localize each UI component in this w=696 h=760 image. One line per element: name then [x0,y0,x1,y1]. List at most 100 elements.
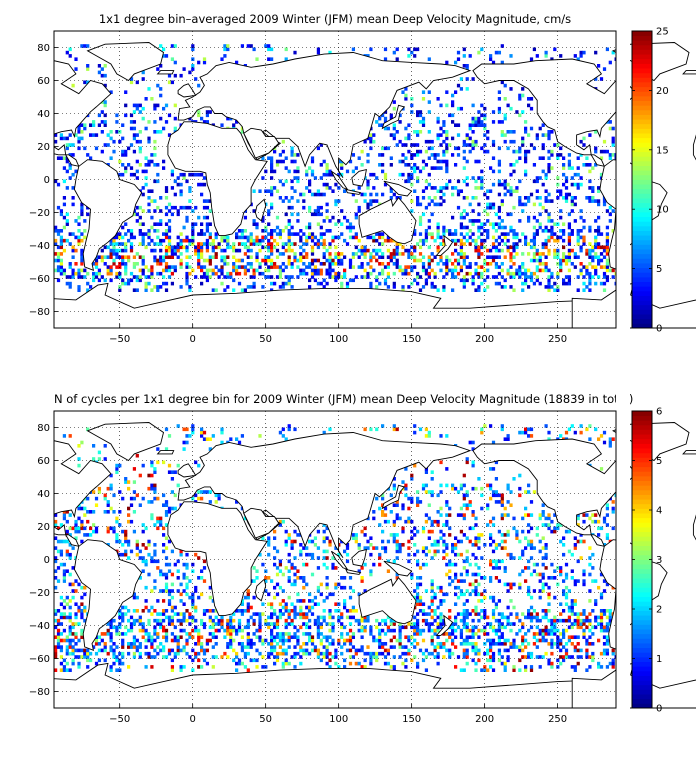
data-cell [483,238,487,243]
data-cell [252,47,256,52]
data-cell [497,110,502,114]
data-cell [538,281,542,286]
data-cell [127,519,131,524]
data-cell [305,252,309,256]
data-cell [483,576,487,580]
data-cell [456,133,461,137]
data-cell [138,232,142,236]
data-cell [459,232,464,236]
data-cell [360,248,364,253]
data-cell [404,179,408,184]
data-cell [284,529,288,534]
data-cell [305,642,309,646]
data-cell [381,192,385,197]
data-cell [465,133,469,137]
data-cell [240,599,245,603]
data-cell [416,599,420,603]
data-cell [369,47,373,52]
data-cell [465,159,469,164]
data-cell [135,262,139,266]
data-cell [97,450,102,455]
data-cell [421,212,426,217]
data-cell [489,576,493,580]
data-cell [54,133,58,137]
data-cell [395,262,399,266]
data-cell [518,645,522,649]
data-cell [398,113,402,118]
data-cell [491,516,496,521]
data-cell [106,651,110,656]
data-cell [138,149,142,154]
data-cell [582,163,586,167]
data-cell [547,278,551,283]
data-cell [497,90,502,94]
data-cell [451,192,455,197]
data-cell [486,503,490,507]
data-cell [220,655,224,659]
data-cell [179,172,183,177]
data-cell [503,506,507,511]
data-cell [127,258,131,263]
data-cell [121,496,125,501]
data-cell [68,572,72,577]
data-cell [369,255,373,259]
data-cell [246,651,250,656]
data-cell [240,235,245,240]
data-cell [153,609,157,613]
data-cell [424,238,429,243]
data-cell [506,182,510,187]
data-cell [427,156,431,160]
data-cell [185,205,189,210]
data-cell [605,149,610,154]
data-cell [451,136,455,141]
data-cell [188,434,192,438]
data-cell [223,44,227,48]
data-cell [392,539,396,544]
data-cell [451,628,455,633]
data-cell [395,258,399,263]
data-cell [477,533,481,537]
data-cell [308,605,312,610]
data-cell [535,232,539,236]
data-cell [445,500,449,504]
data-cell [156,179,160,184]
data-cell [585,271,589,276]
data-cell [375,275,379,279]
data-cell [147,500,151,504]
data-cell [430,519,434,524]
data-cell [334,222,338,226]
data-cell [299,605,303,610]
data-cell [573,255,577,259]
data-cell [229,638,233,643]
data-cell [77,529,81,534]
data-cell [494,281,499,286]
data-cell [439,103,443,108]
data-cell [121,262,125,266]
data-cell [65,569,69,573]
data-cell [270,628,274,633]
data-cell [500,232,504,236]
data-cell [132,496,137,501]
data-cell [293,651,297,656]
data-cell [97,70,102,75]
data-cell [182,572,186,577]
data-cell [559,146,563,151]
data-cell [375,655,379,659]
data-cell [416,133,420,137]
data-cell [462,255,466,259]
data-cell [459,278,464,283]
data-cell [494,546,499,550]
data-cell [433,156,437,160]
data-cell [197,60,201,65]
data-cell [287,645,291,649]
data-cell [451,642,455,646]
data-cell [605,225,610,230]
data-cell [544,265,548,269]
data-cell [599,156,604,160]
data-cell [351,655,356,659]
data-cell [445,166,449,170]
data-cell [553,238,557,243]
data-cell [348,159,353,164]
data-cell [381,153,385,157]
data-cell [509,585,513,590]
